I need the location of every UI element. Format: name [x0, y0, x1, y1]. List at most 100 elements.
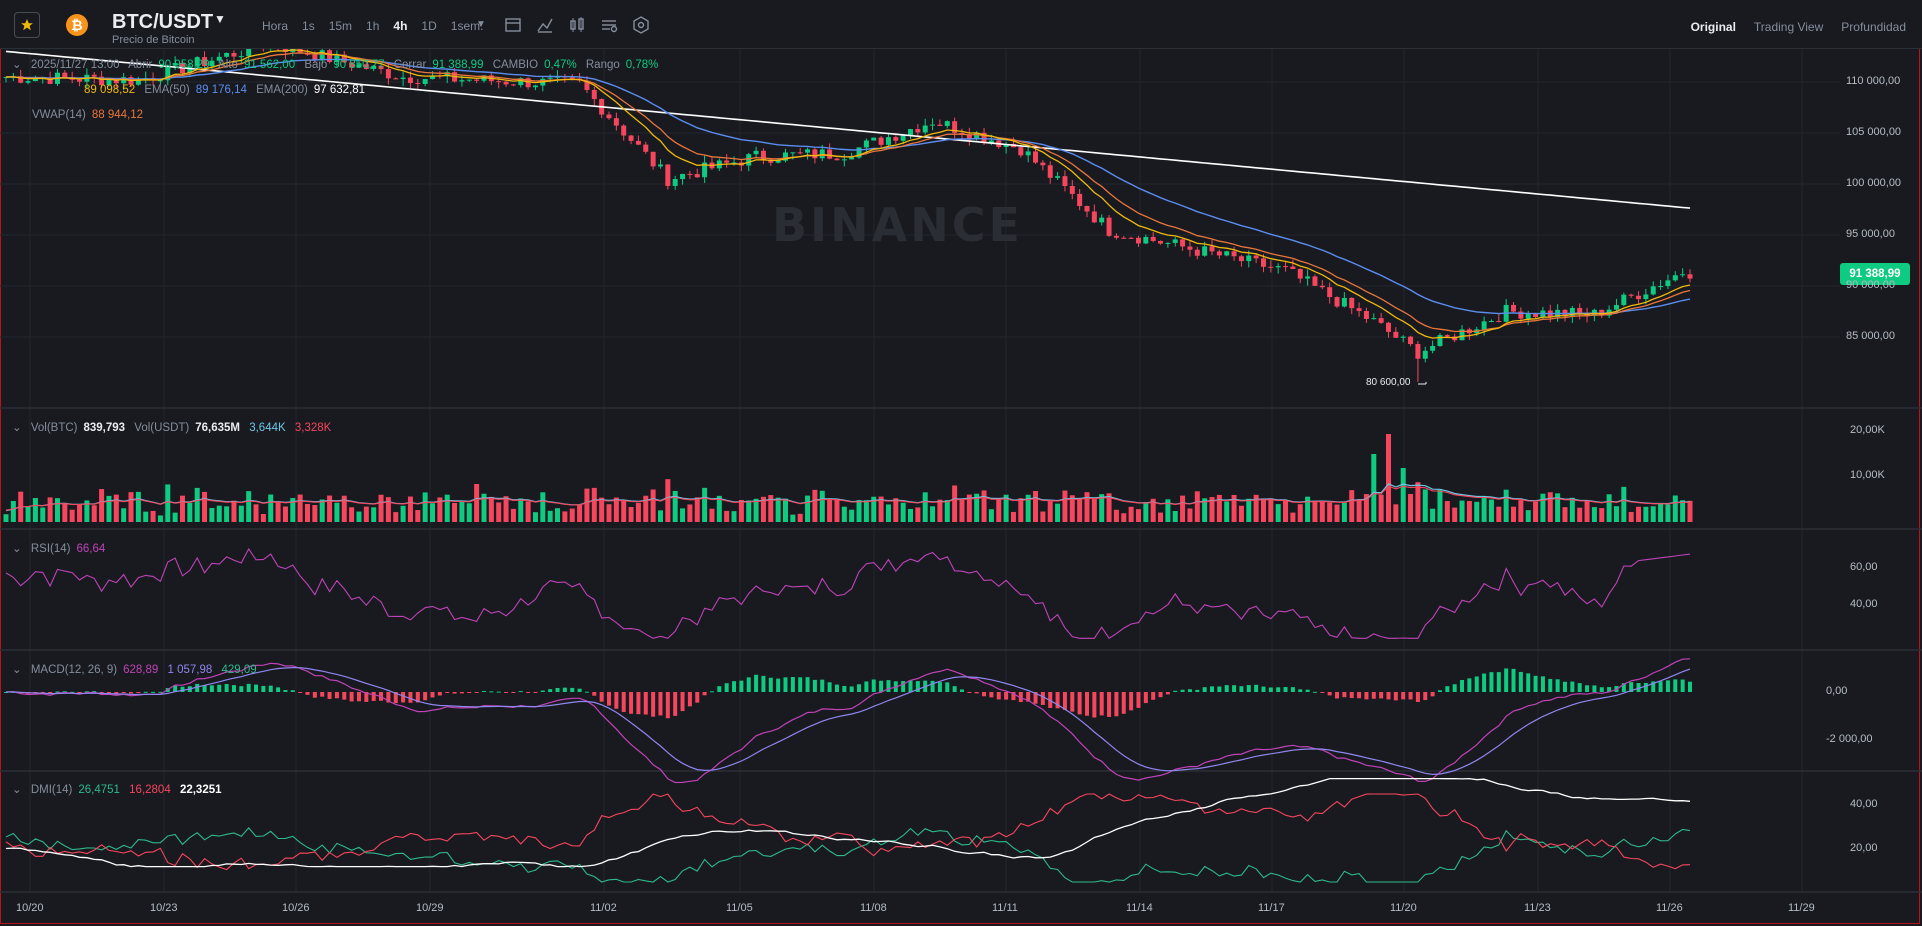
interval-tab-15m[interactable]: 15m: [328, 19, 353, 33]
volume-bar: [157, 515, 163, 522]
macd-hist-bar: [687, 692, 692, 707]
interval-tab-4h[interactable]: 4h: [393, 19, 408, 33]
volume-bar: [797, 513, 803, 522]
candle-body: [1187, 246, 1193, 250]
candle-body: [1165, 242, 1171, 244]
candle-body: [1275, 266, 1281, 268]
view-tab-original[interactable]: Original: [1690, 20, 1736, 34]
volume-bar: [1628, 512, 1634, 522]
rsi-label: RSI(14): [30, 543, 71, 555]
candle-body: [415, 83, 421, 85]
candle-body: [885, 137, 891, 145]
candle-body: [1143, 236, 1149, 244]
candle-body: [1437, 335, 1443, 346]
macd-hist-bar: [827, 682, 832, 692]
volume-bar: [1099, 494, 1105, 522]
macd-hist-bar: [1070, 692, 1075, 712]
volume-bar: [731, 511, 737, 522]
ema50-label: EMA(50): [144, 84, 190, 96]
high-value: 91 562,00: [243, 59, 296, 71]
candle-body: [1422, 350, 1428, 359]
macd-hist-bar: [1004, 692, 1009, 700]
macd-hist-bar: [77, 692, 82, 693]
macd-hist-bar: [1195, 689, 1200, 692]
candle-body: [1327, 287, 1333, 298]
view-tab-trading-view[interactable]: Trading View: [1753, 20, 1824, 34]
candle-body: [1643, 294, 1649, 300]
settings-gear-icon[interactable]: [632, 16, 652, 34]
volume-bar: [841, 506, 847, 522]
macd-hist-bar: [959, 689, 964, 692]
candle-body: [1533, 313, 1539, 318]
volume-bar: [1466, 500, 1472, 522]
candle-body: [1400, 336, 1406, 338]
macd-hist-bar: [1533, 675, 1538, 692]
macd-dea-value: 1 057,98: [167, 664, 213, 676]
calendar-icon[interactable]: [504, 16, 524, 34]
chevron-down-icon[interactable]: ▼: [214, 12, 226, 26]
candle-body: [1511, 304, 1517, 312]
candle-body: [430, 75, 436, 80]
candle-body: [1202, 246, 1208, 256]
favorite-button[interactable]: [14, 12, 40, 38]
pair-title[interactable]: BTC/USDT: [112, 11, 214, 33]
interval-tab-1s[interactable]: 1s: [302, 19, 315, 33]
candle-type-icon[interactable]: [568, 16, 588, 34]
volume-bar: [238, 505, 244, 522]
interval-dropdown-icon[interactable]: ▼: [476, 19, 486, 30]
volume-bar: [319, 499, 325, 522]
volume-bar: [1341, 502, 1347, 522]
vol-ma2-value: 3,328K: [294, 422, 332, 434]
macd-hist-bar: [1312, 691, 1317, 693]
date-axis-label: 11/14: [1126, 902, 1153, 914]
vwap-value: 88 944,12: [91, 109, 144, 121]
pair-subtitle[interactable]: Precio de Bitcoin: [112, 34, 195, 46]
volume-bar: [1334, 504, 1340, 522]
volume-bar: [1260, 498, 1266, 522]
volume-bar: [1121, 513, 1127, 522]
candle-body: [62, 72, 68, 77]
macd-hist-bar: [908, 680, 913, 692]
volume-bar: [1047, 501, 1053, 522]
macd-hist-bar: [673, 692, 678, 716]
macd-hist-bar: [62, 691, 67, 693]
macd-hist-bar: [518, 691, 523, 693]
collapse-chevron-icon[interactable]: ⌄: [12, 59, 22, 71]
volume-bar: [1385, 434, 1391, 522]
macd-hist-bar: [1504, 668, 1509, 692]
volume-bar: [510, 508, 516, 522]
volume-bar: [488, 496, 494, 522]
volume-bar: [782, 498, 788, 522]
macd-hist-bar: [1665, 680, 1670, 692]
volume-bar: [1128, 506, 1134, 522]
interval-tab-1D[interactable]: 1D: [421, 19, 437, 33]
volume-bar: [687, 504, 693, 522]
volume-bar: [1503, 489, 1509, 522]
macd-dif-line: [5, 658, 1691, 784]
volume-bar: [202, 491, 208, 522]
interval-tab-Hora[interactable]: Hora: [262, 19, 289, 33]
macd-hist-value: 429,09: [221, 664, 257, 676]
interval-tab-1h[interactable]: 1h: [366, 19, 380, 33]
macd-hist-bar: [298, 692, 303, 693]
volume-bar: [775, 497, 781, 522]
candle-body: [1253, 255, 1259, 259]
candle-body: [393, 78, 399, 80]
macd-hist-bar: [121, 692, 126, 693]
candle-body: [724, 160, 730, 163]
volume-bar: [1172, 511, 1178, 522]
volume-bar: [937, 499, 943, 522]
volume-bar: [1246, 498, 1252, 522]
candle-body: [1055, 176, 1061, 178]
candle-body: [613, 118, 619, 126]
indicators-icon[interactable]: [536, 16, 556, 34]
volume-bar: [1444, 501, 1450, 522]
macd-hist-bar: [1364, 692, 1369, 700]
interval-tab-1sem[interactable]: 1sem.: [450, 19, 484, 33]
candle-body: [981, 132, 987, 143]
volume-bar: [1371, 454, 1377, 522]
view-tab-profundidad[interactable]: Profundidad: [1841, 20, 1906, 34]
layout-settings-icon[interactable]: [600, 16, 620, 34]
volume-bar: [1349, 490, 1355, 522]
